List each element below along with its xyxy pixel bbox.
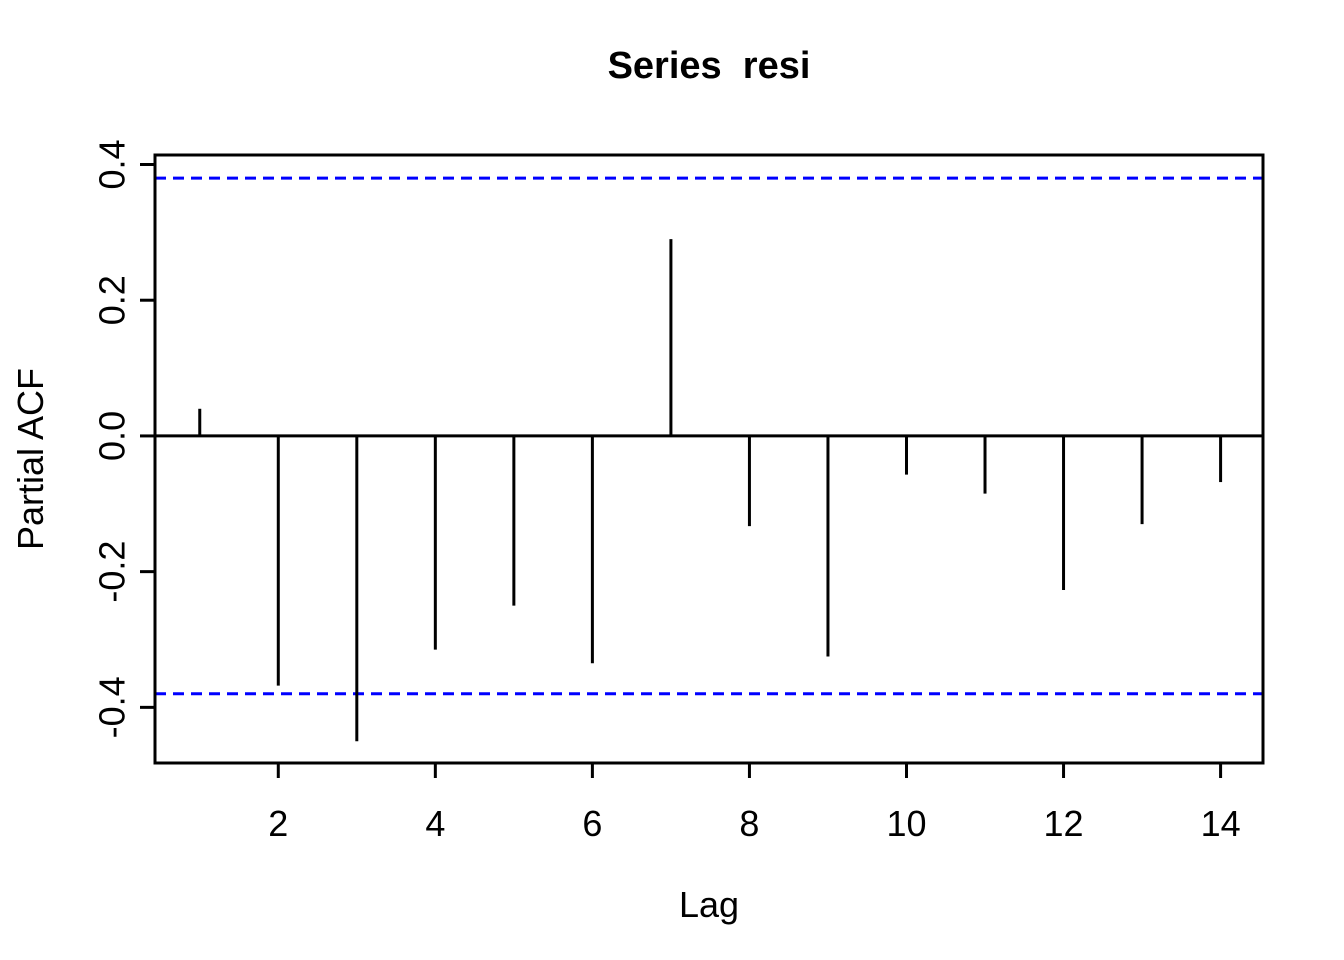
x-tick-label: 6	[582, 803, 602, 844]
x-tick-label: 14	[1201, 803, 1241, 844]
y-tick-label: 0.0	[92, 411, 133, 461]
x-tick-label: 12	[1044, 803, 1084, 844]
chart-title: Series resi	[607, 45, 811, 87]
x-tick-label: 8	[739, 803, 759, 844]
x-tick-label: 4	[425, 803, 445, 844]
y-axis-title: Partial ACF	[10, 367, 51, 551]
x-tick-label: 2	[268, 803, 288, 844]
y-tick-label: 0.2	[92, 275, 133, 325]
y-tick-label: -0.2	[92, 541, 133, 603]
y-tick-label: 0.4	[92, 139, 133, 189]
plot-border	[153, 153, 1265, 765]
x-axis-title: Lag	[678, 884, 740, 925]
y-tick-label: -0.4	[92, 676, 133, 738]
x-tick-label: 10	[886, 803, 926, 844]
